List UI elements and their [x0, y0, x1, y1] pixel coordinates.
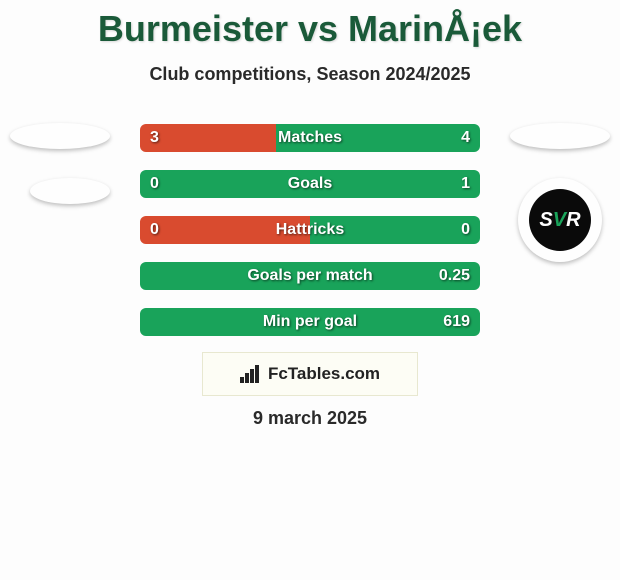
value-right: 1: [461, 170, 470, 198]
branding-badge: FcTables.com: [202, 352, 418, 396]
value-left: 3: [150, 124, 159, 152]
player-right-photo-placeholder: [510, 123, 610, 149]
value-left: 0: [150, 170, 159, 198]
stat-label: Hattricks: [140, 216, 480, 244]
club-left-logo-placeholder: [30, 178, 110, 204]
stat-label: Matches: [140, 124, 480, 152]
stat-row: Hattricks0 0: [140, 216, 480, 244]
stat-label: Min per goal: [140, 308, 480, 336]
page-title: Burmeister vs MarinÅ¡ek: [0, 0, 620, 50]
subtitle: Club competitions, Season 2024/2025: [0, 64, 620, 85]
stat-row: Goals per match0.25: [140, 262, 480, 290]
value-left: 0: [150, 216, 159, 244]
stat-label: Goals: [140, 170, 480, 198]
club-logo-letter-r: R: [566, 209, 580, 232]
match-date: 9 march 2025: [0, 408, 620, 429]
club-logo-letter-v: V: [553, 209, 566, 232]
stat-row: Matches3 4: [140, 124, 480, 152]
branding-text: FcTables.com: [268, 364, 380, 384]
club-logo-inner: SVR: [529, 189, 591, 251]
club-logo-letter-s: S: [539, 209, 552, 232]
value-right: 4: [461, 124, 470, 152]
stat-label: Goals per match: [140, 262, 480, 290]
bar-chart-icon: [240, 365, 262, 383]
club-right-logo: SVR: [510, 178, 610, 262]
club-logo-disc: SVR: [518, 178, 602, 262]
value-right: 0: [461, 216, 470, 244]
stat-row: Goals0 1: [140, 170, 480, 198]
value-right: 619: [443, 308, 470, 336]
value-right: 0.25: [439, 262, 470, 290]
player-left-photo-placeholder: [10, 123, 110, 149]
stat-row: Min per goal619: [140, 308, 480, 336]
comparison-stats: Matches34Goals01Hattricks00Goals per mat…: [140, 124, 480, 354]
